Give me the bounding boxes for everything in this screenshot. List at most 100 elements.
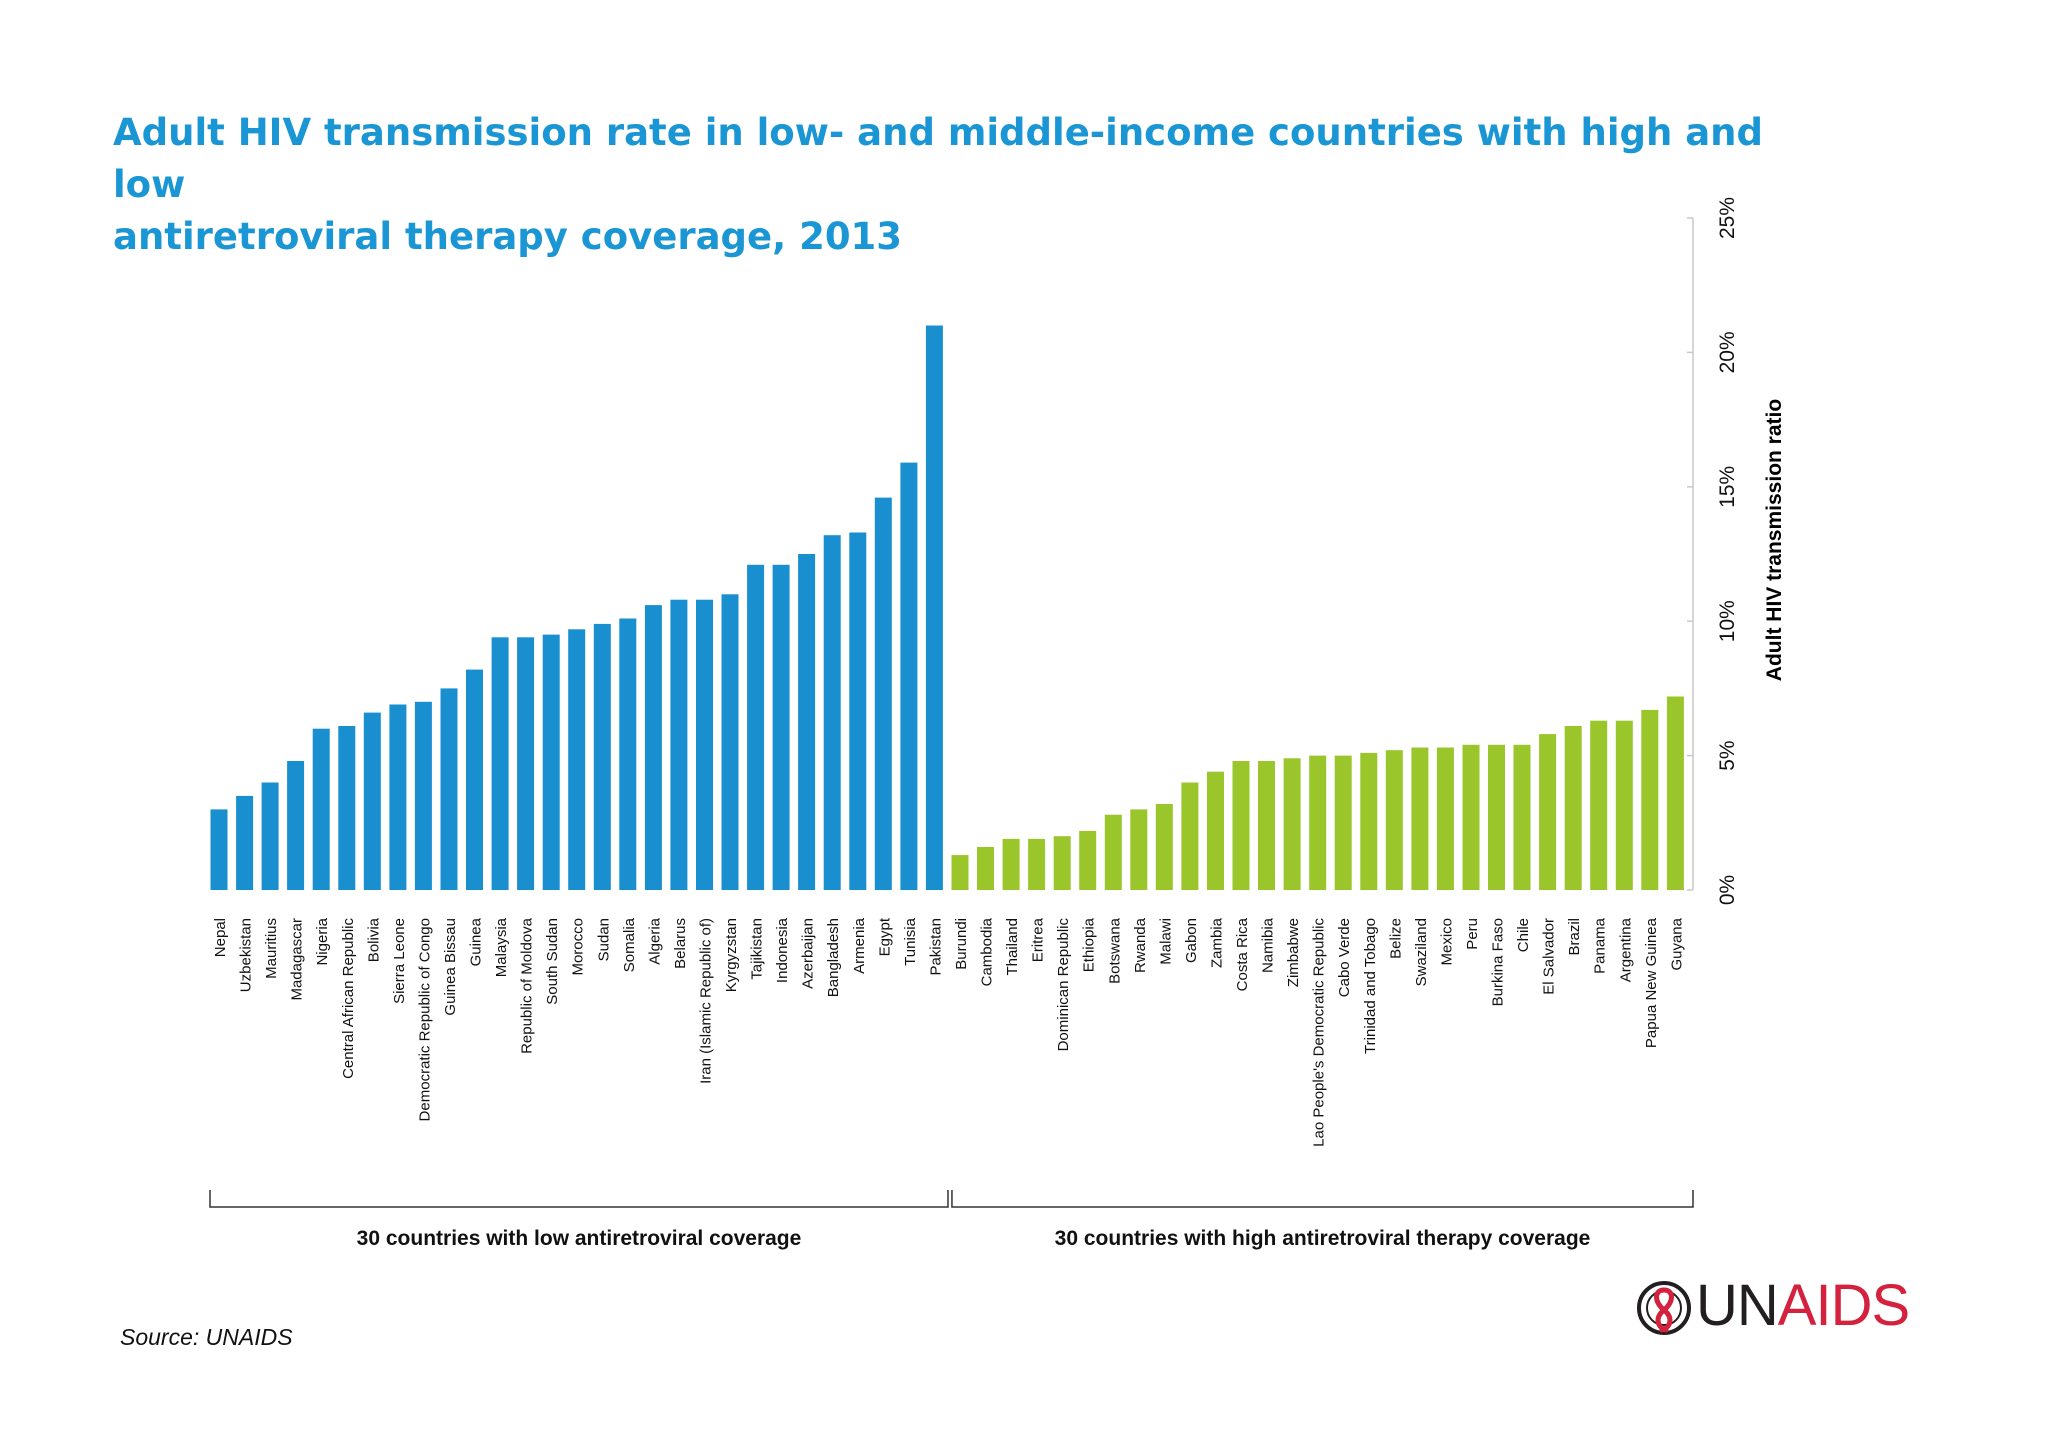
bar-guinea — [466, 669, 483, 890]
logo-aids-text: AIDS — [1777, 1273, 1910, 1338]
x-tick-label: Republic of Moldova — [519, 917, 536, 1054]
bar-democratic-republic-of-congo — [414, 701, 432, 890]
bar-gabon — [1181, 782, 1199, 890]
x-tick-label: Rwanda — [1132, 917, 1149, 973]
x-tick-label: Mexico — [1438, 918, 1455, 966]
x-tick-label: Guyana — [1668, 917, 1685, 970]
bar-nepal — [210, 809, 228, 890]
bar-swaziland — [1411, 747, 1429, 890]
bar-burundi — [951, 855, 969, 890]
bar-el-salvador — [1539, 734, 1557, 890]
x-tick-label: Sudan — [595, 918, 612, 961]
bar-costa-rica — [1232, 761, 1250, 890]
x-tick-label: Nigeria — [314, 917, 331, 965]
x-tick-label: Argentina — [1617, 917, 1634, 982]
bar-azerbaijan — [798, 554, 816, 890]
x-tick-label: Tunisia — [902, 917, 919, 965]
x-tick-label: Democratic Republic of Congo — [416, 918, 433, 1121]
unaids-emblem-icon — [1637, 1281, 1691, 1335]
x-tick-label: Bolivia — [365, 917, 382, 962]
bar-armenia — [849, 532, 867, 890]
bar-chile — [1513, 744, 1531, 890]
bar-morocco — [568, 629, 586, 890]
y-tick-label: 20% — [1716, 331, 1739, 373]
x-tick-label: Dominican Republic — [1055, 918, 1072, 1052]
y-tick-label: 5% — [1716, 740, 1739, 770]
x-tick-label: Namibia — [1260, 917, 1277, 973]
x-tick-label: Azerbaijan — [800, 918, 817, 989]
bar-belarus — [670, 599, 688, 890]
group-label: 30 countries with low antiretroviral cov… — [357, 1227, 802, 1250]
bar-trinidad-and-tobago — [1360, 752, 1378, 890]
x-tick-label: Ethiopia — [1081, 917, 1098, 972]
bar-republic-of-moldova — [517, 637, 535, 890]
y-axis: 0% 5% 10% 15% 20% 25% — [1687, 197, 1739, 905]
x-tick-labels: Nepal Uzbekistan Mauritius Madagascar Nigeri… — [212, 917, 1685, 1147]
chart-title: Adult HIV transmission rate in low- and … — [113, 107, 1763, 263]
x-tick-label: Morocco — [570, 918, 587, 976]
x-tick-label: Cabo Verde — [1336, 918, 1353, 997]
bar-uzbekistan — [236, 795, 254, 890]
x-tick-label: Indonesia — [774, 917, 791, 983]
x-tick-label: Burkina Faso — [1490, 918, 1507, 1006]
unaids-wordmark: UNAIDS — [1636, 1273, 1910, 1338]
x-tick-label: Costa Rica — [1234, 917, 1251, 991]
bar-indonesia — [772, 564, 790, 890]
bar-tunisia — [900, 462, 918, 890]
bar-cabo-verde — [1334, 755, 1352, 890]
x-tick-label: Nepal — [212, 918, 229, 957]
bars-layer — [210, 325, 1684, 890]
x-tick-label: Zimbabwe — [1285, 918, 1302, 987]
x-tick-label: Kyrgyzstan — [723, 918, 740, 992]
x-tick-label: Tajikistan — [749, 918, 766, 980]
x-tick-label: Swaziland — [1413, 918, 1430, 986]
bar-zimbabwe — [1283, 758, 1301, 890]
group-bracket — [951, 1190, 1694, 1208]
x-tick-label: El Salvador — [1541, 918, 1558, 995]
bar-ethiopia — [1079, 830, 1097, 890]
x-tick-label: Somalia — [621, 917, 638, 972]
bar-guinea-bissau — [440, 688, 458, 890]
bar-somalia — [619, 618, 637, 890]
x-tick-label: Chile — [1515, 918, 1532, 952]
y-axis-label: Adult HIV transmission ratio — [1763, 399, 1786, 681]
x-tick-label: Algeria — [646, 917, 663, 964]
x-tick-label: Malawi — [1157, 918, 1174, 965]
x-tick-label: Botswana — [1106, 917, 1123, 984]
bar-madagascar — [287, 761, 305, 890]
x-tick-label: Brazil — [1566, 918, 1583, 956]
x-tick-label: Gabon — [1183, 918, 1200, 963]
bar-mexico — [1436, 747, 1454, 890]
x-tick-label: Central African Republic — [340, 918, 357, 1079]
x-tick-label: Eritrea — [1030, 917, 1047, 962]
y-tick-label: 10% — [1716, 600, 1739, 642]
source-note: Source: UNAIDS — [120, 1324, 293, 1350]
y-tick-label: 25% — [1716, 197, 1739, 239]
x-tick-label: Panama — [1592, 917, 1609, 974]
bar-lao-people-s-democratic-republic — [1309, 755, 1327, 890]
bar-sudan — [593, 623, 611, 890]
bar-brazil — [1564, 726, 1582, 890]
x-tick-label: Trinidad and Tobago — [1362, 918, 1379, 1054]
unaids-logo: UNAIDS — [1636, 1274, 1936, 1338]
bar-malawi — [1155, 804, 1173, 890]
bar-argentina — [1615, 720, 1633, 890]
bar-bolivia — [363, 712, 381, 890]
group-brackets: 30 countries with low antiretroviral cov… — [209, 1190, 1694, 1250]
x-tick-label: Lao People's Democratic Republic — [1311, 918, 1328, 1147]
bar-tajikistan — [747, 564, 765, 890]
bar-rwanda — [1130, 809, 1148, 890]
x-tick-label: Peru — [1464, 918, 1481, 950]
group-bracket — [209, 1190, 949, 1208]
x-tick-label: Pakistan — [927, 918, 944, 976]
bar-mauritius — [261, 782, 279, 890]
bar-botswana — [1104, 814, 1122, 890]
bar-namibia — [1258, 761, 1275, 890]
bar-sierra-leone — [389, 704, 407, 890]
x-tick-label: Bangladesh — [825, 918, 842, 997]
bar-thailand — [1002, 838, 1020, 890]
bar-burkina-faso — [1488, 744, 1505, 890]
bar-south-sudan — [542, 634, 560, 890]
chart-title-line-1: Adult HIV transmission rate in low- and … — [113, 111, 1764, 206]
